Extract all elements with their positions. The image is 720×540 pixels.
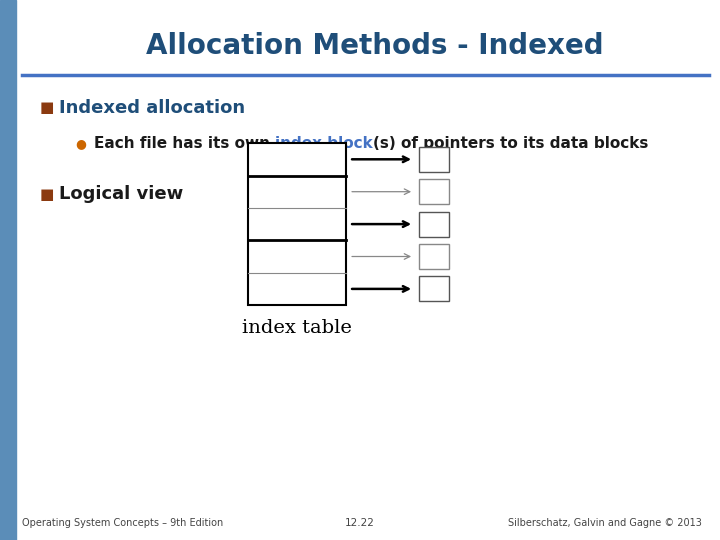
Text: Indexed allocation: Indexed allocation	[59, 99, 246, 117]
Bar	[419, 276, 449, 301]
Text: Logical view: Logical view	[59, 185, 184, 204]
Bar	[419, 179, 449, 204]
Text: ●: ●	[76, 137, 86, 150]
Bar	[0, 0, 16, 540]
Text: Each file has its own: Each file has its own	[94, 136, 275, 151]
Text: index block: index block	[275, 136, 373, 151]
Bar	[248, 143, 346, 305]
Text: 12.22: 12.22	[345, 518, 375, 528]
Text: Allocation Methods - Indexed: Allocation Methods - Indexed	[145, 32, 603, 60]
Text: Silberschatz, Galvin and Gagne © 2013: Silberschatz, Galvin and Gagne © 2013	[508, 518, 702, 528]
Text: ■: ■	[40, 100, 54, 116]
Bar	[419, 212, 449, 237]
Text: index table: index table	[242, 319, 352, 336]
Text: (s) of pointers to its data blocks: (s) of pointers to its data blocks	[373, 136, 648, 151]
Text: ■: ■	[40, 187, 54, 202]
Bar	[419, 244, 449, 269]
Bar	[419, 147, 449, 172]
Text: Operating System Concepts – 9th Edition: Operating System Concepts – 9th Edition	[22, 518, 223, 528]
